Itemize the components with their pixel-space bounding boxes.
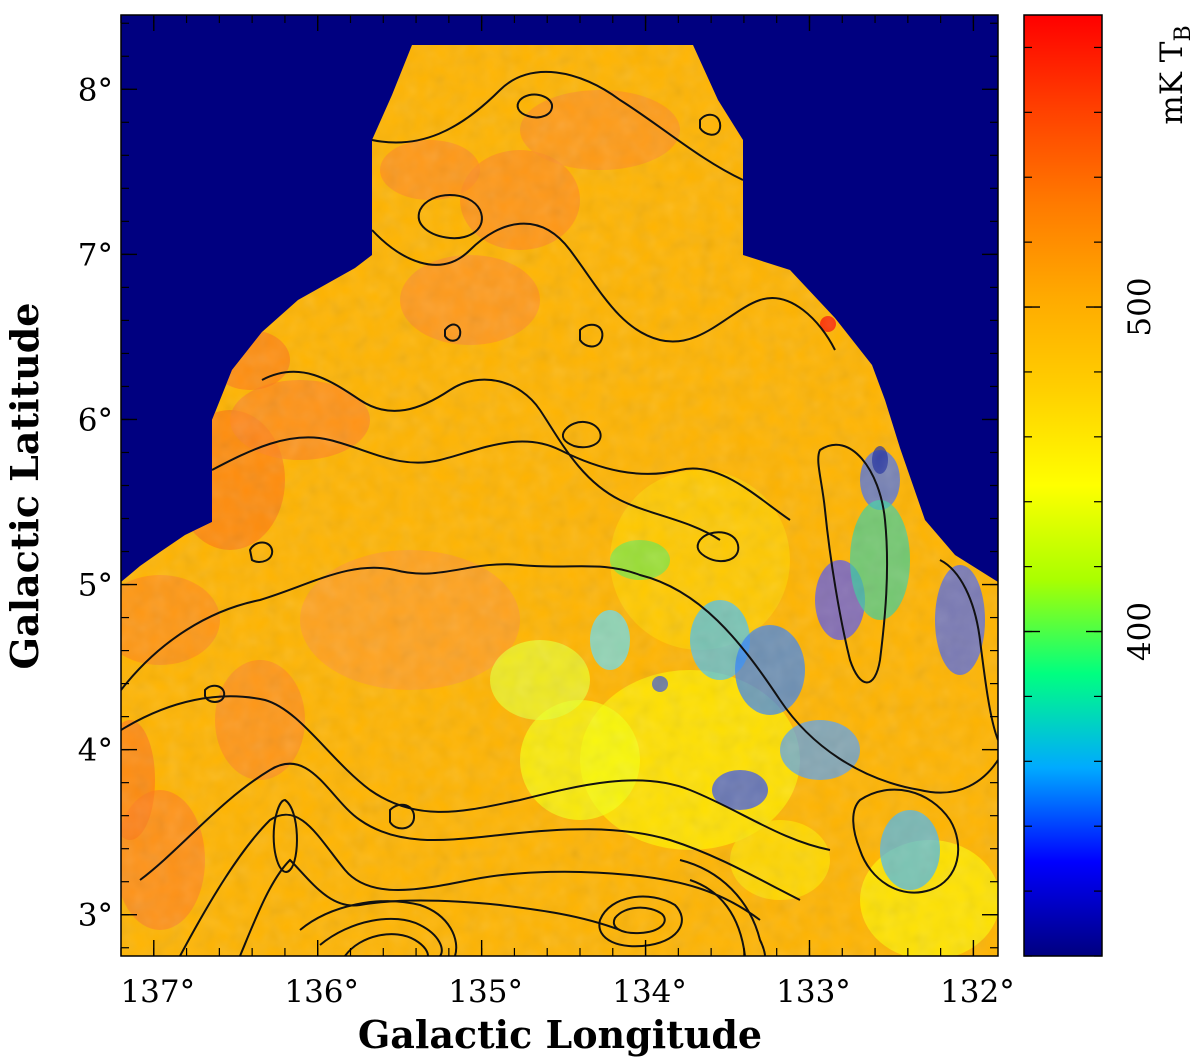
x-tick-label: 137°	[120, 974, 195, 1010]
contour	[299, 900, 458, 956]
contour	[679, 859, 766, 956]
contour	[696, 531, 740, 563]
contour	[248, 541, 274, 563]
y-tick-label: 5°	[78, 568, 113, 604]
contour	[319, 917, 443, 956]
colorbar-tick-label: 400	[1122, 602, 1158, 661]
contour	[598, 895, 683, 948]
contour	[272, 798, 298, 873]
contour	[612, 906, 666, 935]
contour	[852, 788, 960, 894]
colorbar-label-subscript: B	[1171, 25, 1196, 41]
contour	[699, 113, 722, 136]
contour	[689, 879, 746, 956]
contour	[389, 803, 416, 830]
contour	[371, 70, 744, 181]
contour	[344, 933, 429, 956]
contour	[561, 421, 602, 449]
map-plot-area: 137° 136° 135° 134° 133° 132° 3° 4° 5° 6° 7° 8°	[78, 14, 1015, 1010]
x-tick-label: 134°	[612, 974, 687, 1010]
y-axis-title: Galactic Latitude	[2, 303, 47, 670]
colorbar-frame	[1023, 14, 1103, 957]
contour-lines	[121, 70, 998, 956]
colorbar: 400 500 mK TB	[1023, 14, 1196, 957]
contour	[211, 436, 791, 521]
x-tick-label: 132°	[940, 974, 1015, 1010]
contour	[204, 684, 226, 703]
y-tick-label: 4°	[78, 733, 113, 769]
svg-text:mK TB: mK TB	[1154, 25, 1196, 124]
y-tick-label: 8°	[78, 72, 113, 108]
x-axis: 137° 136° 135° 134° 133° 132°	[120, 15, 1015, 1010]
colorbar-label: mK T	[1154, 41, 1190, 124]
y-tick-label: 7°	[78, 237, 113, 273]
contour	[179, 813, 761, 956]
temperature-map	[121, 45, 998, 956]
x-tick-label: 136°	[284, 974, 359, 1010]
colorbar-tick-label: 500	[1122, 277, 1158, 336]
contour	[579, 323, 604, 348]
contour	[939, 559, 998, 741]
contour	[817, 443, 889, 684]
contour	[121, 695, 831, 851]
x-tick-label: 133°	[776, 974, 851, 1010]
colorbar-gradient	[1024, 15, 1102, 956]
colorbar-title: mK TB	[1154, 25, 1196, 124]
y-tick-label: 3°	[78, 898, 113, 934]
contour	[261, 370, 721, 541]
x-axis-title: Galactic Longitude	[358, 1012, 762, 1057]
contour	[139, 762, 801, 901]
contour	[444, 323, 462, 342]
contour	[371, 222, 836, 351]
y-tick-label: 6°	[78, 402, 113, 438]
x-tick-label: 135°	[448, 974, 523, 1010]
contour	[121, 563, 998, 794]
contour	[239, 858, 621, 956]
contour	[417, 194, 483, 240]
y-axis: 3° 4° 5° 6° 7° 8°	[78, 22, 998, 949]
contour	[516, 93, 554, 119]
